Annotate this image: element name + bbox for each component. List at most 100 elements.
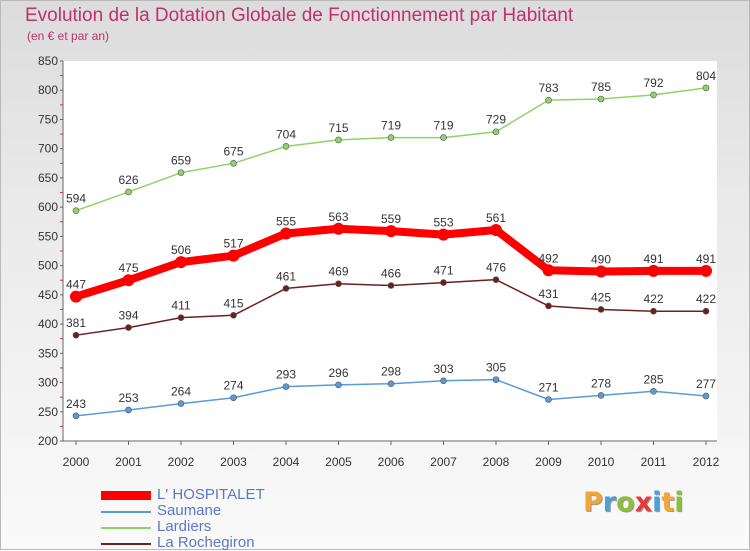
data-label-saumane: 298 xyxy=(381,365,401,379)
data-label-l-hospitalet: 447 xyxy=(66,278,86,292)
data-point-saumane xyxy=(282,383,290,390)
x-tick-label: 2009 xyxy=(535,455,562,469)
x-tick-label: 2005 xyxy=(325,455,352,469)
data-point-saumane xyxy=(597,392,605,399)
data-label-lardiers: 715 xyxy=(328,121,348,135)
logo-letter: P xyxy=(583,487,603,518)
data-point-l-hospitalet xyxy=(122,274,135,287)
legend-label: L' HOSPITALET xyxy=(157,486,265,503)
legend-label: La Rochegiron xyxy=(157,534,255,551)
data-label-lardiers: 783 xyxy=(538,81,558,95)
data-label-saumane: 274 xyxy=(223,379,243,393)
data-point-saumane xyxy=(230,394,237,402)
data-point-l-hospitalet xyxy=(227,249,240,262)
data-point-la-rochegiron xyxy=(282,285,290,292)
data-label-saumane: 278 xyxy=(591,376,611,390)
data-point-lardiers xyxy=(335,136,342,144)
x-tick-label: 2008 xyxy=(483,455,510,469)
data-point-saumane xyxy=(125,406,132,414)
plot-area xyxy=(63,61,717,441)
y-tick-label: 250 xyxy=(38,405,58,419)
data-point-lardiers xyxy=(387,134,395,141)
y-tick-label: 550 xyxy=(38,229,58,243)
y-tick-label: 700 xyxy=(38,142,58,156)
data-label-lardiers: 719 xyxy=(381,119,401,133)
data-point-la-rochegiron xyxy=(545,302,552,310)
data-point-l-hospitalet xyxy=(280,227,292,240)
legend-item-saumane: Saumane xyxy=(101,502,361,519)
data-label-la-rochegiron: 431 xyxy=(538,287,558,301)
series-lardiers: 594 626 659 675 704 715 719 719 729 783 785 792 804 xyxy=(66,69,716,214)
x-tick-label: 2000 xyxy=(63,455,90,469)
data-point-saumane xyxy=(702,392,710,400)
y-tick-label: 200 xyxy=(38,434,58,448)
data-label-saumane: 243 xyxy=(66,397,86,411)
data-label-saumane: 264 xyxy=(171,385,191,399)
data-point-saumane xyxy=(440,377,447,385)
data-point-l-hospitalet xyxy=(647,264,660,277)
data-label-l-hospitalet: 563 xyxy=(328,210,348,224)
data-label-lardiers: 804 xyxy=(696,69,716,83)
x-tick-label: 2007 xyxy=(430,455,457,469)
legend-swatch xyxy=(101,511,151,513)
x-tick-label: 2002 xyxy=(168,455,195,469)
data-label-saumane: 277 xyxy=(696,377,716,391)
data-point-l-hospitalet xyxy=(385,225,397,238)
data-point-la-rochegiron xyxy=(597,306,605,313)
legend-item-l-hospitalet: L' HOSPITALET xyxy=(101,486,361,503)
series-la-rochegiron: 381 394 411 415 461 469 466 471 476 431 425 422 422 xyxy=(66,261,716,339)
data-label-l-hospitalet: 517 xyxy=(223,237,243,251)
logo-letter: r xyxy=(602,487,617,518)
chart-subtitle: (en € et par an) xyxy=(27,29,110,43)
data-label-lardiers: 719 xyxy=(433,119,453,133)
data-point-la-rochegiron xyxy=(702,307,710,315)
data-point-la-rochegiron xyxy=(492,276,500,283)
legend-item-lardiers: Lardiers xyxy=(101,518,361,535)
y-tick-label: 400 xyxy=(38,317,58,331)
data-label-saumane: 296 xyxy=(328,366,348,380)
x-tick-label: 2012 xyxy=(693,455,720,469)
data-label-la-rochegiron: 422 xyxy=(696,292,716,306)
data-point-lardiers xyxy=(282,143,290,150)
data-label-la-rochegiron: 425 xyxy=(591,290,611,304)
data-point-la-rochegiron xyxy=(387,282,395,289)
data-label-saumane: 271 xyxy=(538,380,558,394)
data-label-la-rochegiron: 415 xyxy=(223,296,243,310)
data-label-l-hospitalet: 506 xyxy=(171,243,191,257)
data-label-lardiers: 729 xyxy=(486,113,506,127)
legend-swatch xyxy=(101,527,151,529)
legend-swatch xyxy=(101,491,151,500)
x-tick-label: 2011 xyxy=(641,455,667,469)
data-point-saumane xyxy=(492,376,500,383)
legend-label: Lardiers xyxy=(157,518,212,535)
data-point-la-rochegiron xyxy=(440,279,447,286)
data-label-lardiers: 792 xyxy=(643,76,663,90)
y-tick-label: 450 xyxy=(38,288,58,302)
y-tick-label: 650 xyxy=(38,171,58,185)
legend: L' HOSPITALET Saumane Lardiers La Rochegiro… xyxy=(101,486,361,551)
data-point-la-rochegiron xyxy=(177,314,185,321)
proxiti-logo: Proxiti xyxy=(583,487,684,518)
data-point-lardiers xyxy=(545,96,552,104)
data-label-lardiers: 626 xyxy=(118,173,138,187)
data-label-saumane: 293 xyxy=(276,368,296,382)
data-label-l-hospitalet: 553 xyxy=(433,216,453,230)
logo-letter: t xyxy=(661,487,675,518)
legend-swatch xyxy=(101,543,151,545)
data-point-lardiers xyxy=(650,91,657,99)
data-label-l-hospitalet: 561 xyxy=(486,211,506,225)
data-label-la-rochegiron: 471 xyxy=(433,264,453,278)
data-label-l-hospitalet: 490 xyxy=(591,252,611,266)
y-tick-label: 850 xyxy=(38,54,58,68)
data-point-l-hospitalet xyxy=(490,223,502,236)
data-point-lardiers xyxy=(72,207,80,214)
data-point-la-rochegiron xyxy=(230,312,237,319)
x-tick-label: 2010 xyxy=(588,455,615,469)
data-point-l-hospitalet xyxy=(70,290,82,303)
data-label-saumane: 305 xyxy=(486,361,506,375)
data-label-saumane: 303 xyxy=(433,362,453,376)
y-tick-label: 300 xyxy=(38,376,58,390)
data-label-l-hospitalet: 491 xyxy=(696,252,716,266)
data-point-saumane xyxy=(177,400,185,407)
legend-item-la-rochegiron: La Rochegiron xyxy=(101,534,361,551)
